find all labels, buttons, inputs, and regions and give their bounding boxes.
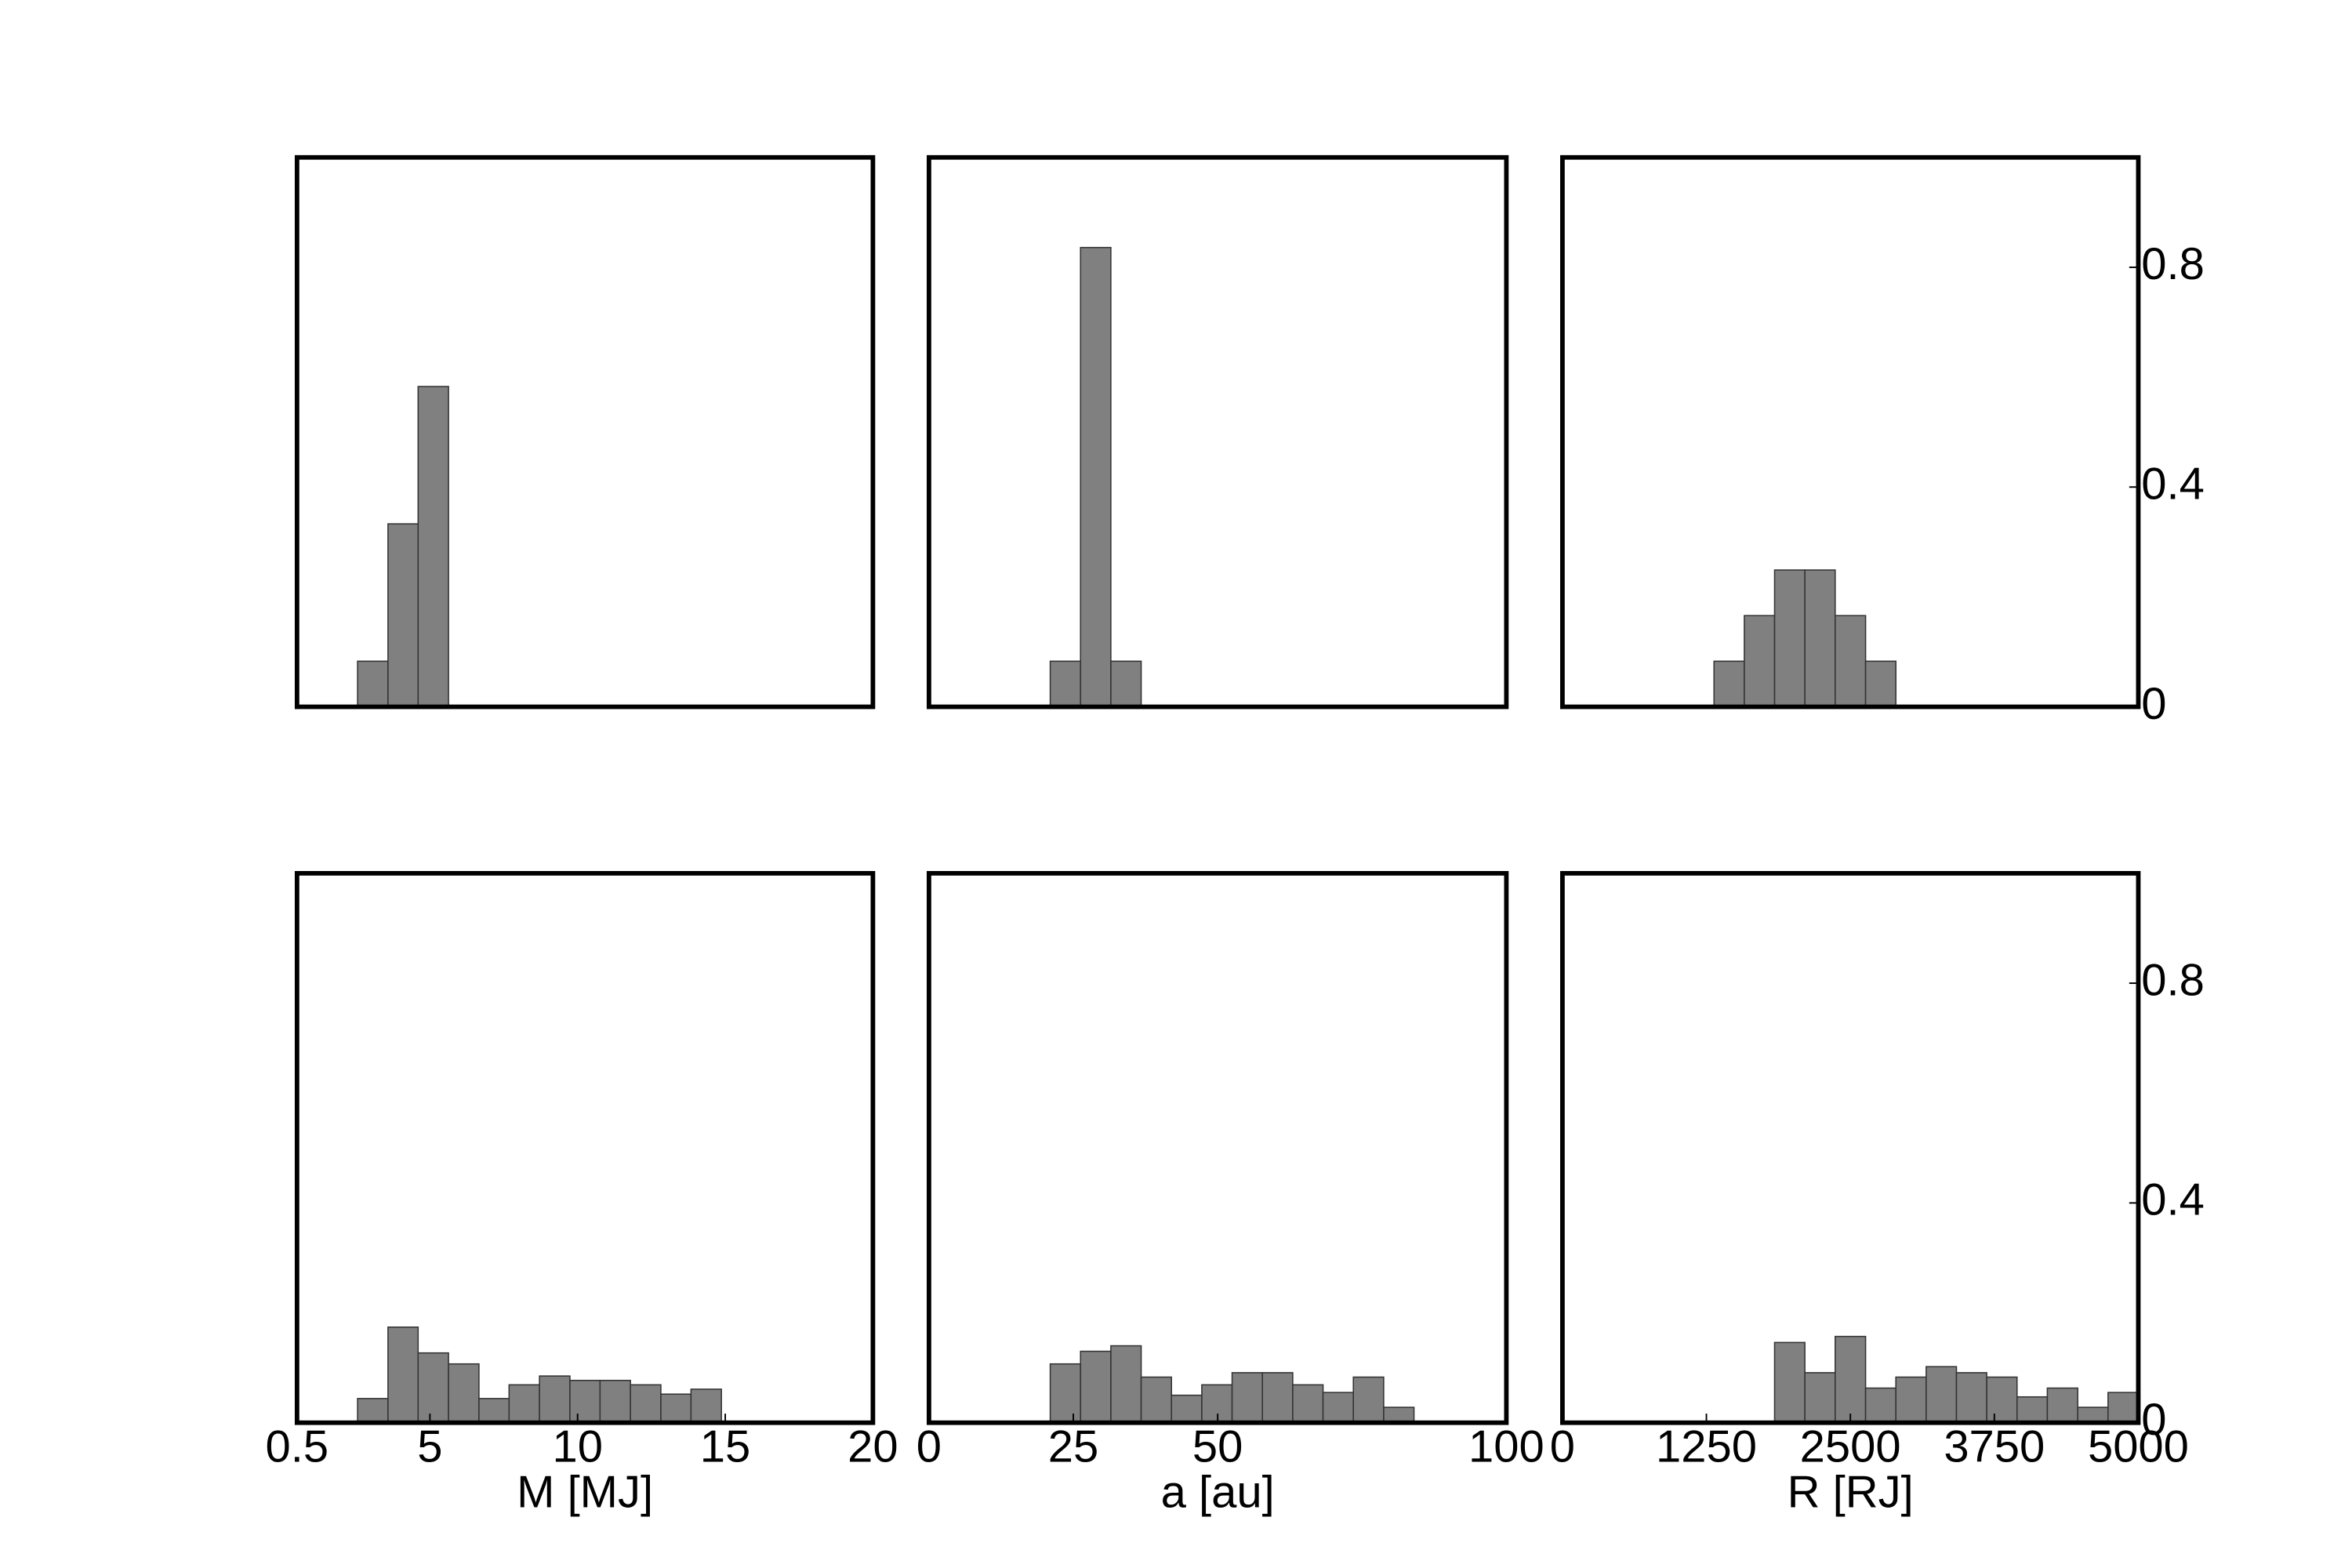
bar xyxy=(1804,1372,1836,1424)
bar xyxy=(417,1352,449,1424)
bar xyxy=(539,1375,571,1424)
x-tick-label: 3750 xyxy=(1944,1422,2045,1472)
bar xyxy=(569,1379,601,1424)
axes-frame xyxy=(1560,871,2141,1425)
bar xyxy=(387,1326,419,1424)
bar xyxy=(630,1384,662,1424)
x-axis-label: R [RJ] xyxy=(1788,1468,1914,1518)
x-axis-label: M [MJ] xyxy=(517,1468,653,1518)
bar xyxy=(690,1388,722,1424)
bar xyxy=(1955,1372,1987,1424)
x-axis-label: a [au] xyxy=(1161,1468,1275,1518)
bar xyxy=(1292,1384,1324,1424)
bar xyxy=(2016,1396,2049,1424)
axes-frame xyxy=(294,871,876,1425)
bar xyxy=(1110,660,1142,708)
x-tick-label: 1250 xyxy=(1656,1422,1757,1472)
bar xyxy=(387,523,419,708)
y-tick-label: 0 xyxy=(2141,1395,2166,1445)
bar xyxy=(1383,1406,1415,1424)
y-tick-label: 0.4 xyxy=(2141,1175,2205,1225)
bar xyxy=(1713,660,1745,708)
bar xyxy=(1744,615,1776,708)
axes-frame xyxy=(1560,154,2141,710)
bar xyxy=(1080,1350,1112,1424)
bar xyxy=(1352,1376,1385,1424)
x-tick-label: 0.5 xyxy=(266,1422,329,1472)
x-tick-label: 25 xyxy=(1048,1422,1098,1472)
x-tick-label: 20 xyxy=(848,1422,898,1472)
x-tick-label: 50 xyxy=(1192,1422,1243,1472)
bar xyxy=(1261,1372,1294,1424)
x-tick-label: 5 xyxy=(417,1422,442,1472)
x-tick-label: 15 xyxy=(700,1422,750,1472)
bar xyxy=(357,1398,389,1424)
axes-frame xyxy=(927,871,1509,1425)
x-tick-label: 2500 xyxy=(1800,1422,1901,1472)
y-tick-label: 0.4 xyxy=(2141,459,2205,510)
bar xyxy=(1140,1376,1173,1424)
bar xyxy=(1864,1387,1896,1424)
bar xyxy=(417,386,449,708)
x-tick-label: 5000 xyxy=(2088,1422,2189,1472)
bar xyxy=(1080,246,1112,708)
bar xyxy=(1171,1394,1203,1424)
bar xyxy=(1773,1341,1806,1424)
x-tick-label: 0 xyxy=(1550,1422,1575,1472)
axes-frame xyxy=(294,154,876,710)
x-tick-label: 10 xyxy=(552,1422,602,1472)
bar xyxy=(1322,1392,1355,1424)
bar xyxy=(599,1379,631,1424)
x-tick-label: 0 xyxy=(916,1422,942,1472)
bar xyxy=(1231,1372,1264,1424)
bar xyxy=(1049,1363,1082,1424)
bar xyxy=(1049,660,1082,708)
bar xyxy=(2046,1387,2078,1424)
axes-frame xyxy=(927,154,1509,710)
bar xyxy=(1110,1345,1142,1424)
bar xyxy=(508,1384,540,1424)
bar xyxy=(448,1363,480,1424)
bar xyxy=(478,1398,510,1424)
bar xyxy=(1804,569,1836,708)
bar xyxy=(1835,1335,1867,1424)
y-tick-label: 0.8 xyxy=(2141,955,2205,1005)
bar xyxy=(1864,660,1896,708)
bar xyxy=(1895,1376,1927,1424)
bar xyxy=(1986,1376,2018,1424)
y-tick-label: 0 xyxy=(2141,679,2166,729)
x-tick-label: 100 xyxy=(1468,1422,1544,1472)
bar xyxy=(357,660,389,708)
y-tick-label: 0.8 xyxy=(2141,239,2205,289)
bar xyxy=(2107,1392,2140,1424)
bar xyxy=(1835,615,1867,708)
bar xyxy=(1926,1366,1958,1424)
bar xyxy=(660,1393,692,1424)
bar xyxy=(2077,1406,2109,1424)
bar xyxy=(1773,569,1806,708)
